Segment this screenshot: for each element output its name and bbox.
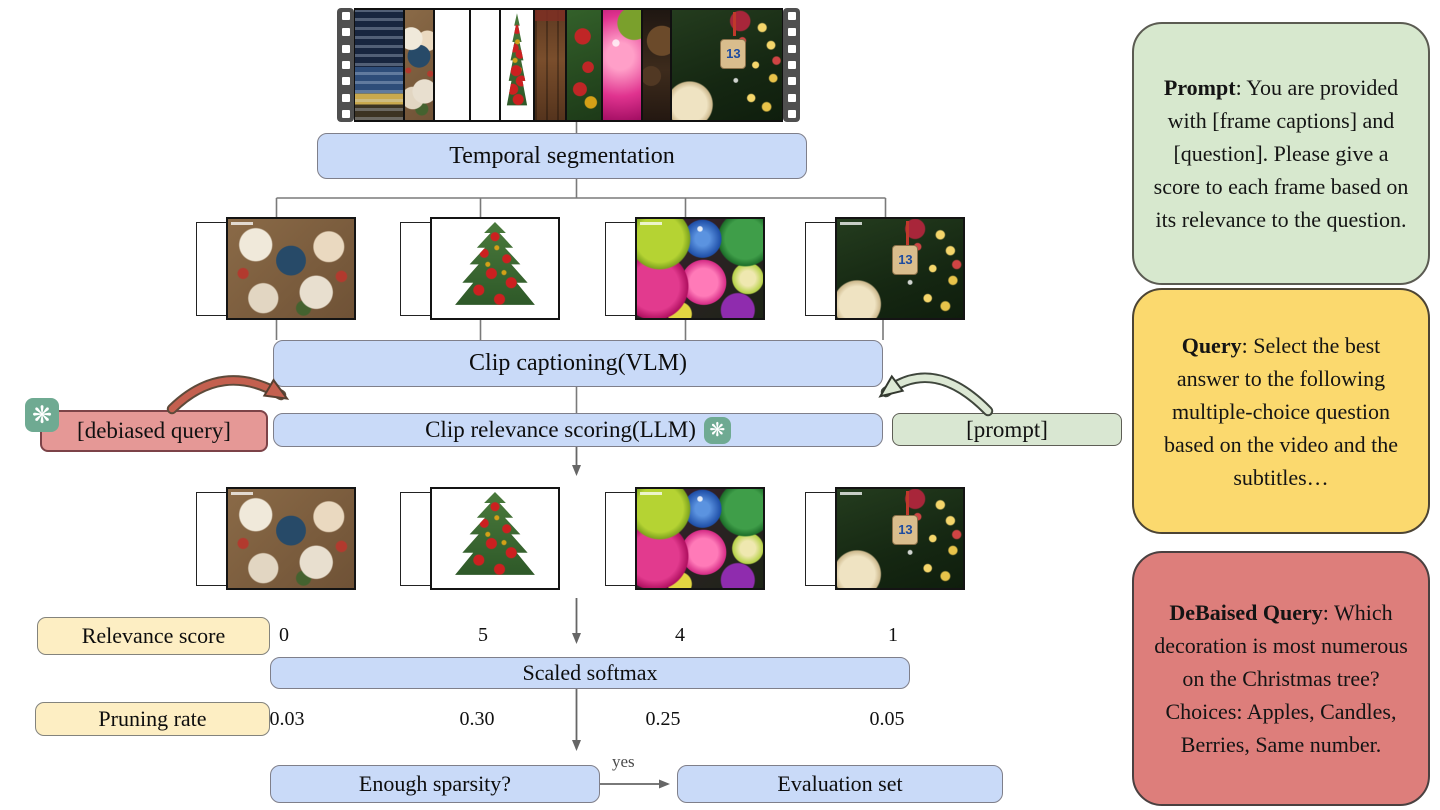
film-frame-food-table [404,10,434,120]
clip-thumbnail-tree [400,487,560,590]
panel-query: Query: Select the best answer to the fol… [1132,288,1430,534]
pruning-rate-label: Pruning rate [35,702,270,736]
pruning-rate-text: Pruning rate [98,706,207,731]
ornament-ribbon [906,220,909,245]
clip-front-frame: 13 [835,487,965,590]
clip-front-frame [635,217,765,320]
panel-query-title: Query [1181,332,1242,358]
clip-thumbnail-food [196,217,356,320]
film-frame-dark-room [642,10,671,120]
clip-front-frame [226,217,356,320]
pruning-value: 0.05 [869,708,905,730]
openai-icon: ❋ [703,416,731,444]
panel-prompt-text: Prompt: You are provided with [frame cap… [1150,71,1412,236]
panel-debiased-body: : Which decoration is most numerous on t… [1154,600,1408,757]
panel-query-text: Query: Select the best answer to the fol… [1150,329,1412,494]
clip-thumbnail-food [196,487,356,590]
film-strip: 13 [337,8,800,122]
film-frame-tree-closeup [566,10,602,120]
node-enough-sparsity: Enough sparsity? [270,765,600,803]
panel-debiased-title: DeBaised Query [1169,600,1323,625]
node-temporal-segmentation: Temporal segmentation [317,133,807,179]
openai-icon: ❋ [25,398,59,432]
film-sprocket-left [337,8,354,122]
node-clip-relevance-scoring: Clip relevance scoring(LLM) ❋ [273,413,883,447]
node-scaled-softmax-label: Scaled softmax [522,660,658,685]
ornament-13-tag: 13 [892,514,919,545]
ornament-13-tag: 13 [892,244,919,275]
tag-prompt: [prompt] [892,413,1122,446]
ornament-ribbon [906,490,909,515]
clip-thumbnail-ornaments [605,217,765,320]
relevance-value: 5 [478,624,488,646]
pruning-value: 0.25 [645,708,681,730]
tag-prompt-label: [prompt] [966,416,1048,442]
node-enough-sparsity-label: Enough sparsity? [358,771,512,796]
relevance-value: 1 [888,624,898,646]
clip-front-frame [430,487,560,590]
film-frame-blank [470,10,500,120]
panel-prompt-title: Prompt [1163,75,1236,100]
film-frame-tree-white [500,10,534,120]
film-frame-tree-13: 13 [671,10,783,120]
node-clip-captioning: Clip captioning(VLM) [273,340,883,387]
pruning-value: 0.30 [459,708,495,730]
panel-debiased-text: DeBaised Query: Which decoration is most… [1150,596,1412,761]
clip-front-frame [430,217,560,320]
film-frame-blue-building [354,10,404,120]
node-evaluation-set: Evaluation set [677,765,1003,803]
film-frame-pink-ornament [602,10,642,120]
node-scaled-softmax: Scaled softmax [270,657,910,689]
film-frames: 13 [354,8,783,122]
panel-debiased-query: DeBaised Query: Which decoration is most… [1132,551,1430,806]
tag-debiased-query-label: [debiased query] [77,418,231,443]
clip-front-frame [635,487,765,590]
film-frame-blank [434,10,470,120]
relevance-score-label: Relevance score [37,617,270,655]
yes-branch-label: yes [612,752,635,771]
panel-prompt: Prompt: You are provided with [frame cap… [1132,22,1430,285]
clip-front-frame: 13 [835,217,965,320]
panel-query-body: : Select the best answer to the followin… [1164,332,1398,490]
clip-front-frame [226,487,356,590]
node-clip-captioning-label: Clip captioning(VLM) [469,350,687,376]
node-clip-relevance-scoring-label: Clip relevance scoring(LLM) [425,417,696,442]
relevance-value: 4 [675,624,685,646]
film-sprocket-right [783,8,800,122]
clip-thumbnail-tree13: 13 [805,487,965,590]
node-temporal-segmentation-label: Temporal segmentation [449,142,675,169]
node-evaluation-set-label: Evaluation set [777,771,903,796]
clip-thumbnail-ornaments [605,487,765,590]
relevance-value: 0 [279,624,289,646]
clip-thumbnail-tree13: 13 [805,217,965,320]
panel-prompt-body: : You are provided with [frame captions]… [1153,75,1409,232]
ornament-13-tag: 13 [720,38,747,69]
relevance-score-text: Relevance score [81,623,226,648]
pruning-value: 0.03 [269,708,305,730]
film-frame-wooden-door [534,10,566,120]
ornament-ribbon [733,12,736,37]
tag-debiased-query: [debiased query] [40,410,268,452]
clip-thumbnail-tree [400,217,560,320]
